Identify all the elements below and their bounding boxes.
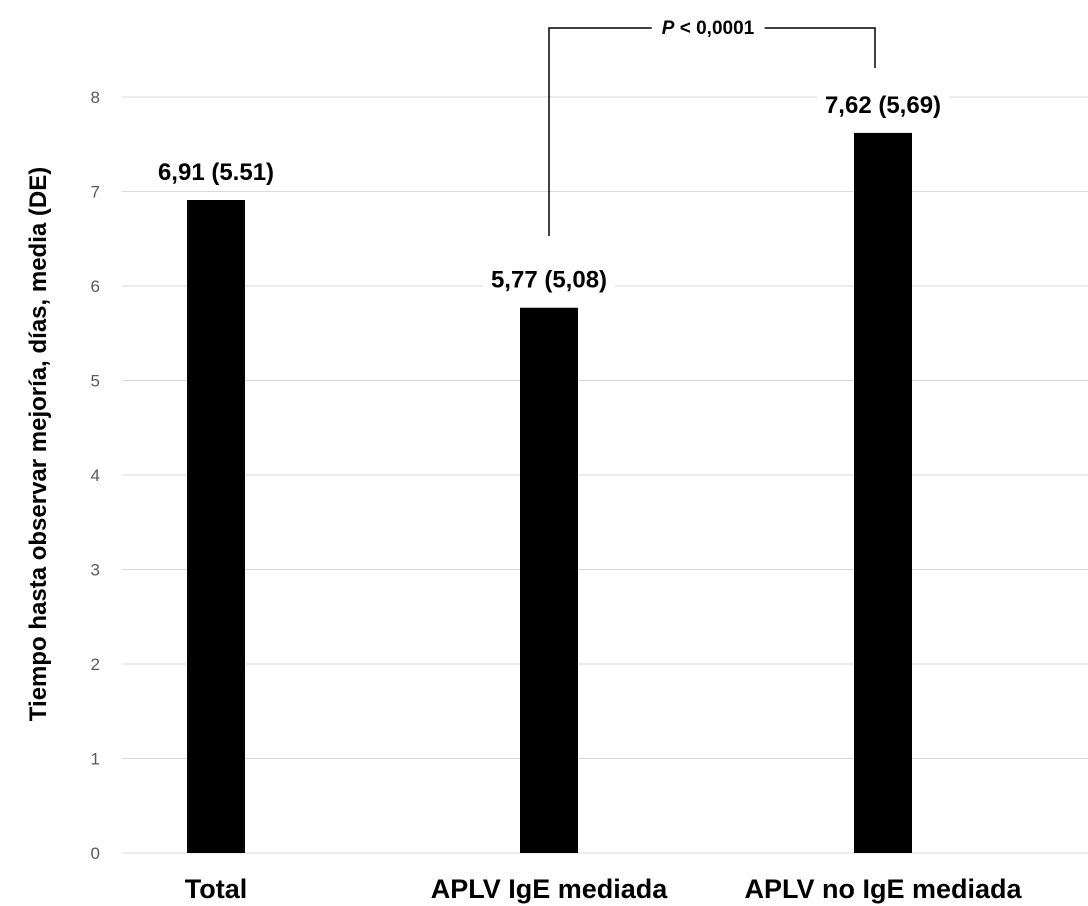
significance-bracket-line [548,27,876,236]
x-category-label: Total [185,874,248,904]
data-label-background [816,87,950,123]
x-category-label: APLV no IgE mediada [744,874,1022,904]
bar [520,307,578,853]
bars [187,132,912,853]
x-axis-categories: Total APLV IgE mediada APLV no IgE mediada [185,874,1023,904]
y-tick-label: 3 [91,561,100,580]
data-label-background [482,262,616,298]
p-value-symbol: P [662,18,675,39]
data-label: 5,77 (5,08) [491,267,607,294]
x-category-label: APLV IgE mediada [431,874,669,904]
y-tick-label: 8 [91,88,100,107]
data-labels: 6,91 (5.51) 5,77 (5,08) 7,62 (5,69) [149,87,950,298]
y-tick-label: 1 [91,750,100,769]
y-tick-label: 6 [91,277,100,296]
p-value-text: < 0,0001 [674,18,754,39]
y-tick-label: 0 [91,844,100,863]
y-tick-label: 4 [91,466,100,485]
y-axis-ticks: 0 1 2 3 4 5 6 7 8 [91,88,100,863]
y-tick-label: 7 [91,183,100,202]
significance-label: P < 0,0001 [662,18,755,39]
data-label-background [149,155,283,191]
y-tick-label: 2 [91,655,100,674]
data-label: 6,91 (5.51) [158,159,274,186]
gridlines [122,96,1088,854]
bar [854,132,912,853]
data-label: 7,62 (5,69) [825,92,941,119]
y-tick-label: 5 [91,372,100,391]
bar [187,200,245,853]
significance-bracket: P < 0,0001 [548,18,876,236]
y-axis-title: Tiempo hasta observar mejoría, días, med… [25,167,52,721]
